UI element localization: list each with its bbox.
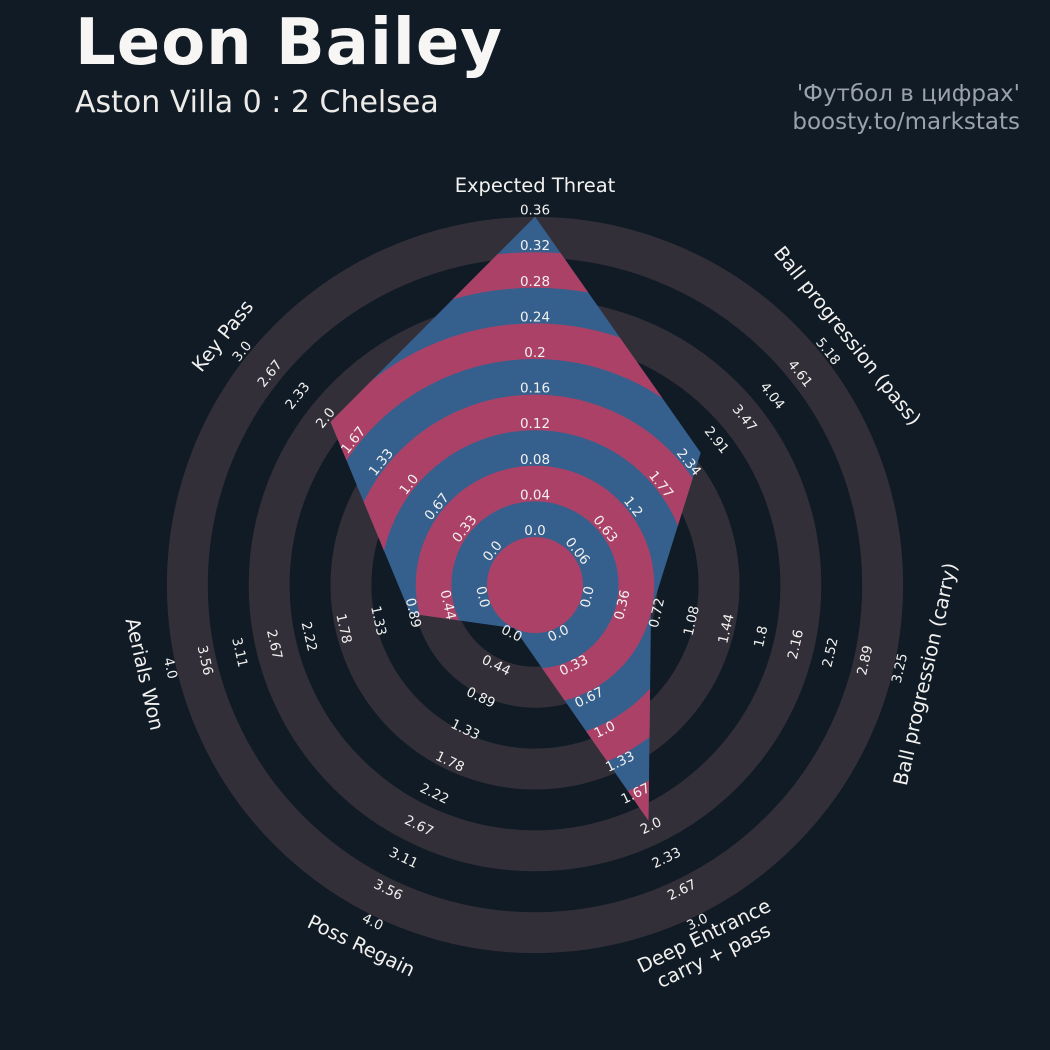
- radar-ring-crimson-2: [330, 323, 701, 821]
- tick-label: 1.44: [715, 612, 737, 645]
- tick-label: 0.44: [436, 588, 458, 621]
- param-label: Expected Threat: [455, 174, 616, 197]
- tick-label: 3.11: [228, 636, 250, 669]
- match-score-subtitle: Aston Villa 0 : 2 Chelsea: [75, 85, 439, 121]
- tick-label: 0.36: [611, 588, 633, 621]
- tick-label: 0.08: [520, 452, 550, 468]
- credit-channel-name: 'Футбол в цифрах': [796, 81, 1020, 107]
- tick-label: 0.24: [520, 309, 550, 325]
- tick-label: 0.0: [524, 523, 545, 539]
- tick-labels: 0.0 0.04 0.08 0.12 0.16 0.2 0.24 0.28 0.32 0.36 0.…: [160, 203, 911, 935]
- param-label: Aerials Won: [121, 616, 169, 733]
- tick-label: 2.67: [263, 628, 285, 661]
- tick-label: 4.04: [756, 379, 787, 412]
- tick-label: 1.08: [681, 604, 703, 637]
- player-name-title: Leon Bailey: [75, 6, 503, 80]
- tick-label: 2.16: [785, 628, 807, 661]
- tick-label: 1.33: [367, 604, 389, 637]
- tick-label: 2.33: [282, 379, 313, 412]
- tick-label: 0.0: [472, 585, 492, 610]
- tick-label: 2.33: [650, 844, 684, 871]
- tick-label: 3.11: [386, 844, 420, 871]
- tick-label: 3.56: [194, 644, 216, 677]
- tick-label: 0.89: [402, 596, 424, 629]
- credit-boosty-link: boosty.to/markstats: [792, 109, 1020, 135]
- tick-label: 3.25: [889, 652, 911, 685]
- tick-label: 0.28: [520, 274, 550, 290]
- tick-label: 1.78: [332, 612, 354, 645]
- tick-label: 2.52: [819, 636, 841, 669]
- tick-label: 2.22: [298, 620, 320, 653]
- tick-label: 0.36: [520, 203, 550, 219]
- tick-label: 0.04: [520, 487, 550, 503]
- tick-label: 4.0: [160, 656, 180, 681]
- tick-label: 1.8: [751, 624, 771, 649]
- credit-block: 'Футбол в цифрах' boosty.to/markstats: [792, 80, 1020, 136]
- radar-ring-crimson-3: [330, 252, 701, 821]
- tick-label: 2.89: [854, 644, 876, 677]
- chart-header: Leon Bailey Aston Villa 0 : 2 Chelsea: [75, 6, 503, 121]
- tick-label: 0.12: [520, 416, 550, 432]
- tick-label: 0.16: [520, 381, 550, 397]
- radar-center-disc: [487, 537, 583, 633]
- tick-label: 0.0: [577, 585, 597, 610]
- tick-label: 0.2: [524, 345, 545, 361]
- tick-label: 0.72: [646, 596, 668, 629]
- tick-label: 0.32: [520, 238, 550, 254]
